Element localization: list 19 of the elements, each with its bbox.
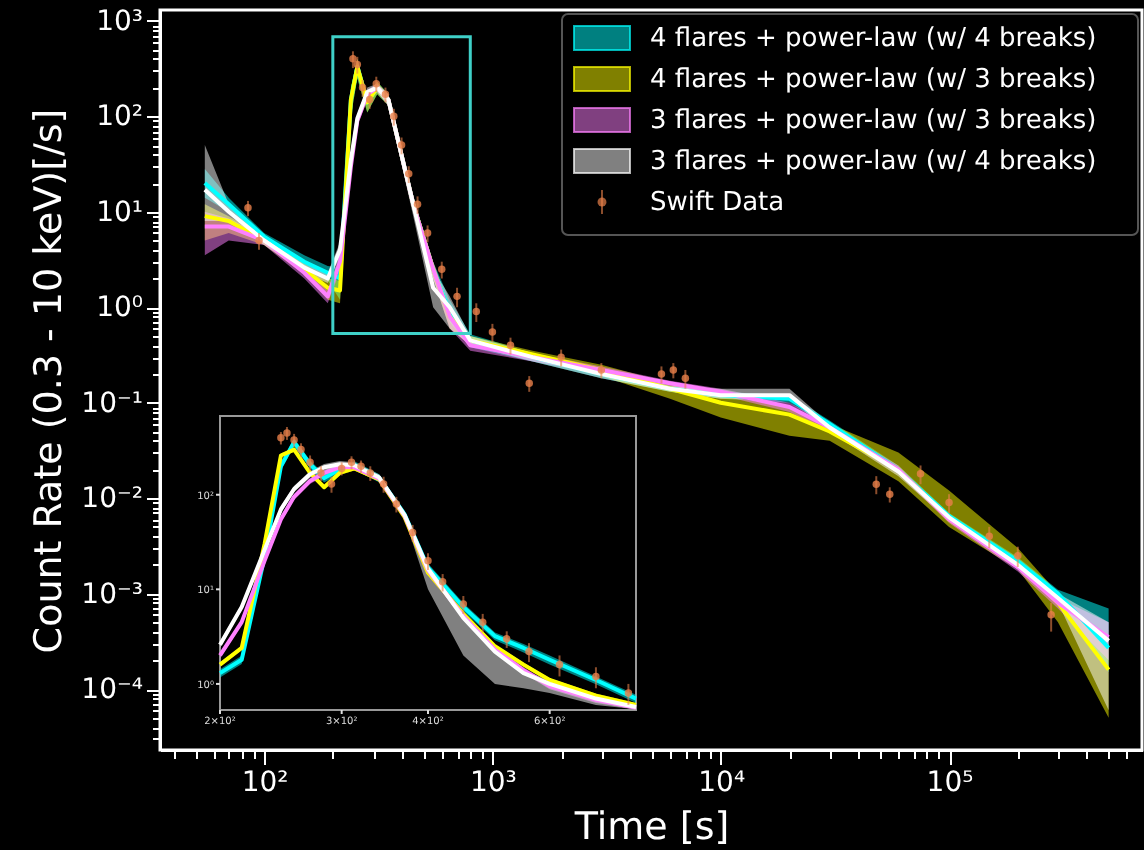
legend-label: 3 flares + power-law (w/ 3 breaks) xyxy=(650,106,1097,136)
y-tick-label: 10⁻⁴ xyxy=(81,674,144,707)
y-tick-label: 10¹ xyxy=(96,196,143,229)
y-tick-label: 10⁻³ xyxy=(81,578,143,611)
x-tick-label: 10³ xyxy=(469,767,517,799)
y-tick-label: 10⁰ xyxy=(96,292,144,325)
x-tick-label: 10⁴ xyxy=(698,767,746,799)
y-axis-title: Count Rate (0.3 - 10 keV)[/s] xyxy=(27,108,72,654)
x-tick-label: 10⁵ xyxy=(926,767,974,799)
x-axis-title: Time [s] xyxy=(572,805,730,849)
x-tick-label: 10² xyxy=(241,767,289,799)
legend-label: Swift Data xyxy=(650,188,785,218)
y-tick-label: 10⁻¹ xyxy=(81,387,143,420)
y-tick-label: 10⁻² xyxy=(81,483,143,516)
legend-label: 4 flares + power-law (w/ 3 breaks) xyxy=(650,65,1097,95)
y-tick-label: 10² xyxy=(96,101,143,134)
legend-label: 4 flares + power-law (w/ 4 breaks) xyxy=(650,24,1097,54)
y-tick-label: 10³ xyxy=(96,5,143,38)
legend-label: 3 flares + power-law (w/ 4 breaks) xyxy=(650,147,1097,177)
